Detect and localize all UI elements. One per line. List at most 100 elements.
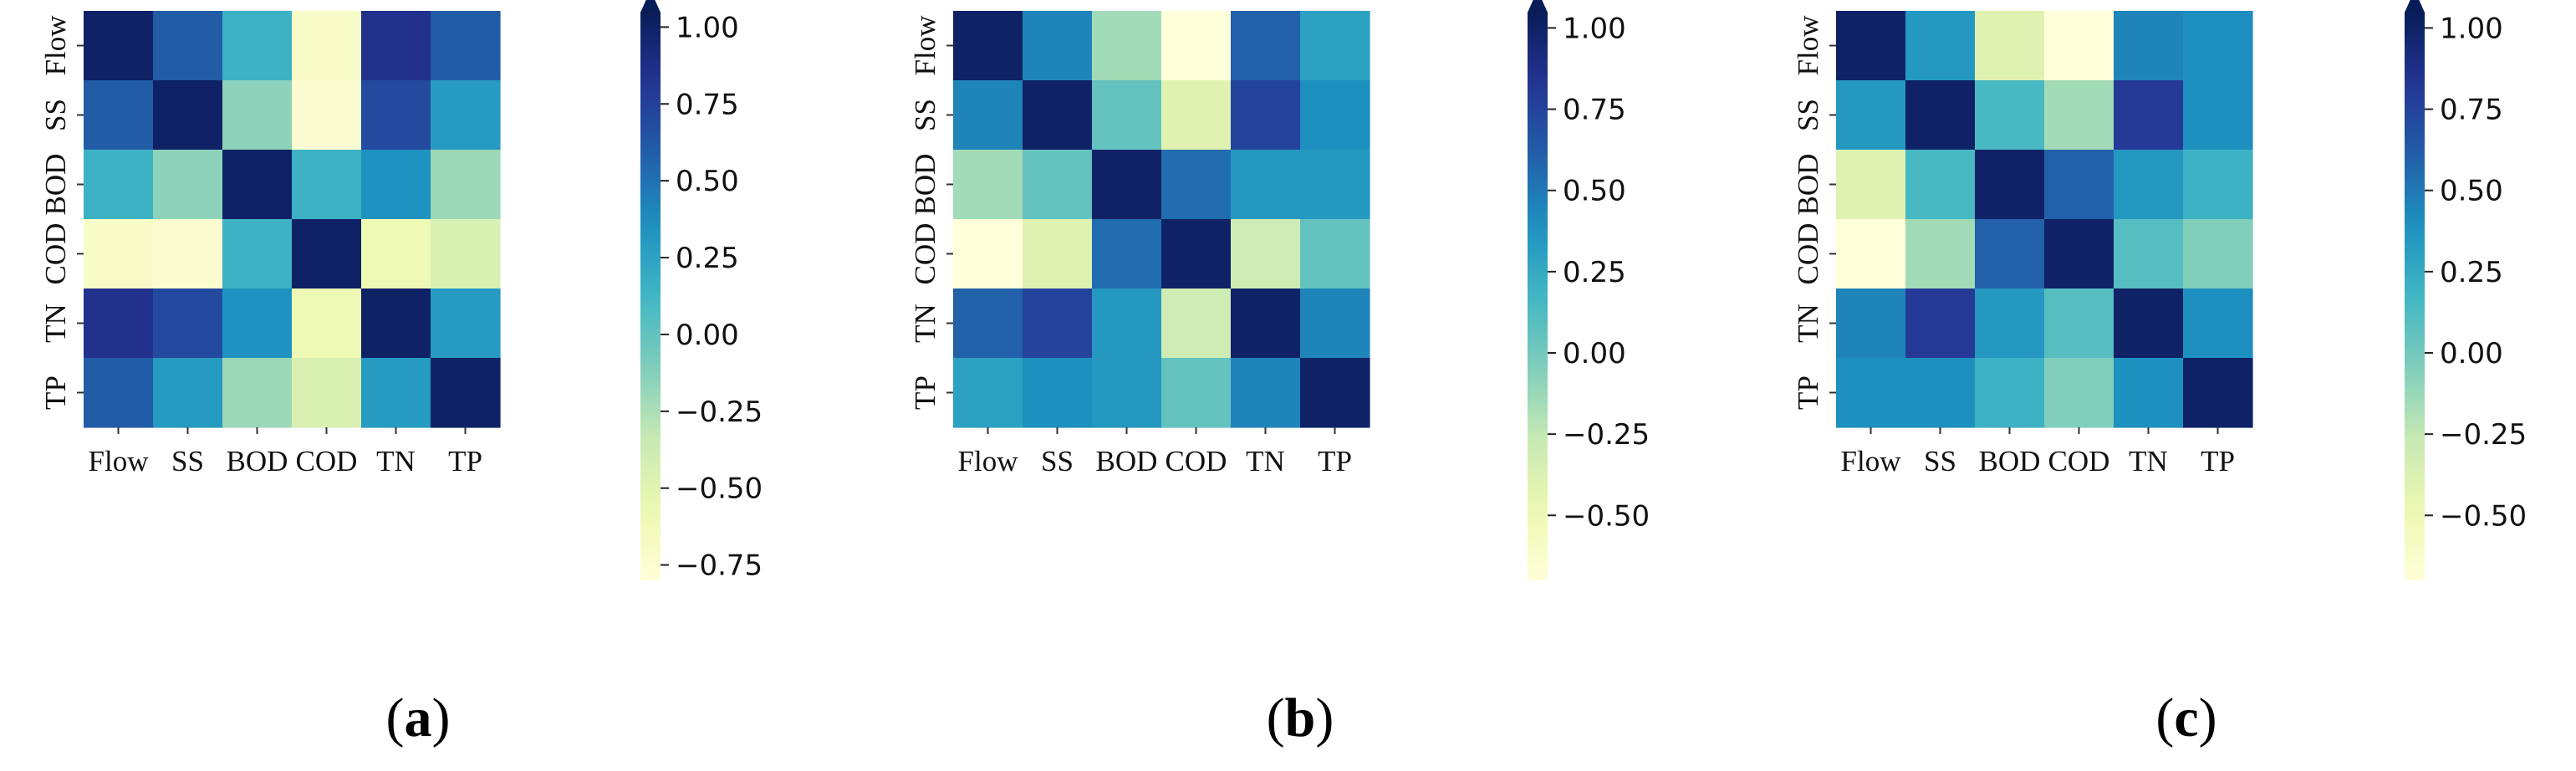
colorbar-tick-label: −0.25	[676, 396, 763, 429]
heatmap-cell-bod-ss	[153, 150, 223, 220]
heatmap-cell-tp-flow	[953, 358, 1023, 428]
heatmap-cell-bod-bod	[1092, 150, 1162, 220]
colorbar-tick-label: 0.50	[676, 165, 739, 198]
heatmap-cell-bod-tp	[2183, 150, 2253, 220]
colorbar-tick-label: 0.50	[1563, 175, 1626, 208]
heatmap-cell-ss-cod	[1161, 80, 1232, 151]
heatmap-cell-cod-tn	[1231, 219, 1301, 289]
colorbar	[640, 12, 661, 580]
heatmap-cell-tp-bod	[222, 358, 293, 428]
colorbar-tick-label: 0.75	[1563, 94, 1626, 127]
heatmap-cell-flow-cod	[1161, 11, 1232, 81]
heatmap-cell-ss-ss	[153, 80, 223, 151]
colorbar-tick-label: 0.00	[2440, 337, 2503, 370]
x-tick-label-bod: BOD	[1979, 445, 2041, 477]
heatmap-cell-bod-bod	[222, 150, 293, 220]
heatmap-cell-tn-tp	[1300, 288, 1370, 359]
heatmap-cell-ss-bod	[1975, 80, 2045, 151]
heatmap-panel-a: Flow SS BOD COD TN TPFlowSSBODCODTNTP1.000.75…	[39, 0, 763, 748]
x-tick-label-bod: BOD	[227, 445, 288, 477]
colorbar-tick-label: 0.25	[1563, 256, 1626, 289]
heatmap-cell-cod-bod	[1975, 219, 2045, 289]
y-tick-label-bod: BOD	[39, 154, 72, 216]
heatmap-cell-cod-tp	[431, 219, 501, 289]
colorbar-tick-label: −0.25	[1563, 418, 1650, 452]
heatmap-cell-tn-cod	[1161, 288, 1232, 359]
panel-label-letter: a	[405, 687, 432, 748]
heatmap-cell-flow-bod	[1975, 11, 2045, 81]
heatmap-cell-flow-tn	[361, 11, 431, 81]
heatmap-cell-ss-tp	[2183, 80, 2253, 151]
colorbar-tick-label: 0.00	[676, 319, 739, 352]
heatmap-cell-flow-flow	[953, 11, 1023, 81]
x-tick-label-tn: TN	[376, 445, 416, 477]
heatmap-cell-flow-tp	[1300, 11, 1370, 81]
panel-label-letter: b	[1285, 687, 1316, 748]
colorbar-extend-arrow	[1528, 0, 1548, 13]
heatmap-cell-ss-flow	[1836, 80, 1906, 151]
heatmap-cell-tn-tn	[2114, 288, 2184, 359]
panel-label-b: (b)	[1267, 687, 1334, 748]
colorbar-tick-label: −0.75	[676, 549, 763, 583]
heatmap-cell-cod-tn	[2114, 219, 2184, 289]
panel-label-a: (a)	[386, 687, 451, 748]
heatmap-cell-tp-tn	[2114, 358, 2184, 428]
heatmap-cell-tp-flow	[1836, 358, 1906, 428]
colorbar-tick-label: 0.75	[2440, 94, 2503, 127]
heatmap-cell-tp-ss	[1905, 358, 1976, 428]
heatmap-cell-cod-flow	[1836, 219, 1906, 289]
heatmap-cell-cod-tp	[2183, 219, 2253, 289]
heatmap-cell-tp-cod	[292, 358, 362, 428]
colorbar-tick-label: 0.25	[2440, 256, 2503, 289]
heatmap-cell-tp-flow	[84, 358, 154, 428]
colorbar-tick-label: 1.00	[2440, 12, 2503, 45]
heatmap-cell-tn-ss	[153, 288, 223, 359]
heatmap-cell-cod-bod	[1092, 219, 1162, 289]
heatmap-cell-ss-tn	[361, 80, 431, 151]
colorbar-tick-label: 0.00	[1563, 337, 1626, 370]
y-tick-label-tn: TN	[39, 304, 72, 343]
heatmap-cell-cod-cod	[2044, 219, 2114, 289]
heatmap-panel-c: Flow SS BOD COD TN TPFlowSSBODCODTNTP1.000.75…	[1792, 0, 2527, 748]
y-tick-label-bod: BOD	[909, 154, 941, 216]
heatmap-cell-tn-flow	[1836, 288, 1906, 359]
heatmap-cell-tn-bod	[222, 288, 293, 359]
heatmap-cell-flow-tp	[431, 11, 501, 81]
heatmap-cell-bod-tn	[2114, 150, 2184, 220]
heatmap-cell-cod-cod	[292, 219, 362, 289]
heatmap-cell-flow-tp	[2183, 11, 2253, 81]
heatmap-cell-tn-bod	[1975, 288, 2045, 359]
panel-label-c: (c)	[2155, 687, 2216, 748]
heatmap-cell-cod-flow	[953, 219, 1023, 289]
heatmap-cell-ss-ss	[1905, 80, 1976, 151]
x-tick-label-cod: COD	[296, 445, 358, 477]
y-tick-label-tp: TP	[39, 375, 72, 410]
heatmap-cell-cod-bod	[222, 219, 293, 289]
x-tick-label-cod: COD	[2048, 445, 2110, 477]
heatmap-cell-ss-ss	[1023, 80, 1093, 151]
heatmap-cell-ss-bod	[1092, 80, 1162, 151]
heatmap-cell-bod-cod	[1161, 150, 1232, 220]
heatmap-cell-cod-ss	[1023, 219, 1093, 289]
heatmap-cell-tp-bod	[1092, 358, 1162, 428]
x-tick-label-tp: TP	[448, 445, 482, 477]
heatmap-cell-flow-cod	[292, 11, 362, 81]
x-tick-label-flow: Flow	[1841, 445, 1902, 477]
heatmap-cell-ss-cod	[292, 80, 362, 151]
heatmap-cell-bod-flow	[84, 150, 154, 220]
heatmap-cell-tn-tn	[361, 288, 431, 359]
heatmap-cell-flow-tn	[2114, 11, 2184, 81]
y-tick-label-cod: COD	[39, 223, 72, 285]
heatmap-cell-tp-ss	[1023, 358, 1093, 428]
heatmap-cell-tn-tp	[431, 288, 501, 359]
heatmap-cell-bod-tn	[361, 150, 431, 220]
y-tick-label-ss: SS	[39, 99, 72, 131]
y-tick-label-tn: TN	[909, 304, 941, 343]
heatmap-cell-flow-ss	[1023, 11, 1093, 81]
y-tick-label-tn: TN	[1792, 304, 1824, 343]
heatmap-cell-ss-tn	[2114, 80, 2184, 151]
heatmap-cell-bod-bod	[1975, 150, 2045, 220]
y-tick-label-flow: Flow	[909, 15, 941, 76]
heatmap-cell-tp-tp	[2183, 358, 2253, 428]
heatmap-cell-tp-cod	[1161, 358, 1232, 428]
